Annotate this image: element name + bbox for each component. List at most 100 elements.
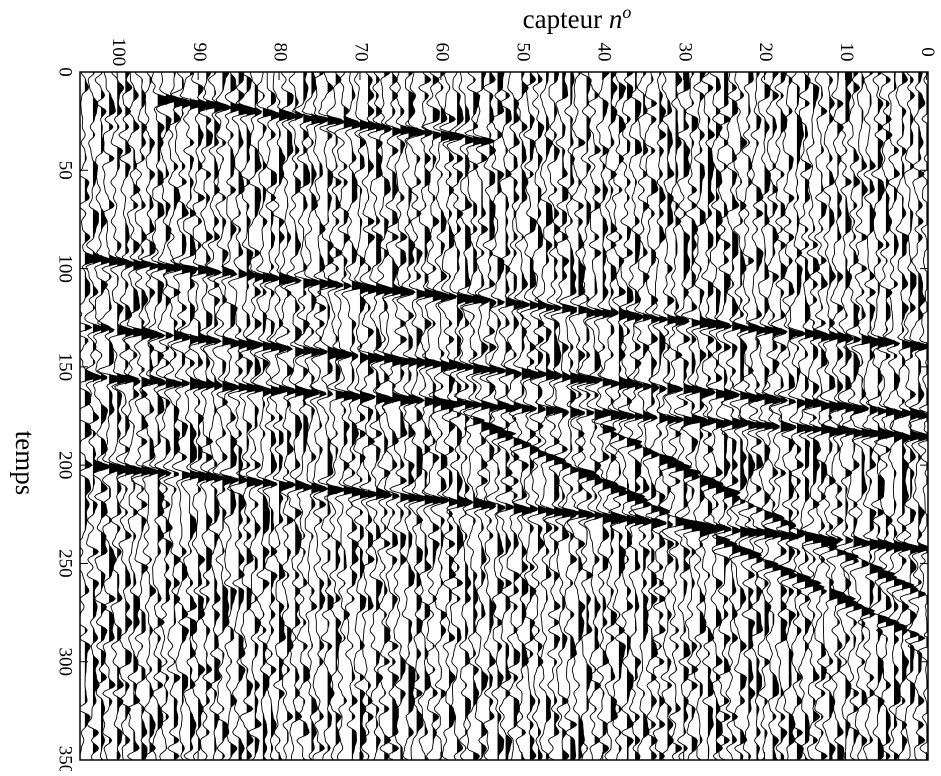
trace	[720, 72, 751, 760]
trace	[275, 72, 298, 760]
trace-fill	[780, 72, 796, 760]
trace	[576, 72, 603, 760]
trace-fill	[440, 72, 464, 760]
trace-fill	[537, 72, 548, 760]
trace-fill	[343, 72, 360, 760]
trace	[96, 72, 126, 760]
trace	[324, 72, 353, 760]
trace-fill	[359, 72, 376, 760]
trace-fill	[157, 72, 174, 760]
trace	[534, 72, 561, 760]
trace	[738, 72, 763, 760]
trace	[543, 72, 571, 760]
trace-fill	[109, 72, 125, 760]
trace	[583, 72, 610, 760]
trace	[163, 72, 192, 760]
trace	[797, 72, 823, 760]
trace	[179, 72, 208, 760]
trace	[123, 72, 150, 760]
x-tick-label: 10	[836, 43, 857, 62]
trace-fill	[885, 72, 899, 760]
trace-fill	[635, 72, 651, 760]
plot-frame	[79, 71, 929, 761]
trace	[381, 72, 409, 760]
trace-fill	[408, 72, 424, 760]
x-tick-label: 90	[189, 43, 210, 62]
y-tick-label: 50	[55, 161, 76, 180]
trace-fill	[214, 72, 229, 760]
trace	[889, 72, 916, 760]
y-tick-label: 100	[55, 254, 76, 283]
trace	[899, 72, 928, 760]
trace-fill	[465, 72, 480, 760]
trace	[550, 72, 581, 760]
trace	[857, 72, 888, 760]
trace	[252, 72, 279, 760]
trace	[80, 72, 103, 759]
trace-fill	[837, 72, 856, 760]
trace-fill	[813, 72, 834, 760]
trace	[139, 72, 166, 760]
trace-fill	[772, 72, 785, 760]
trace	[428, 72, 465, 760]
trace-fill	[400, 72, 417, 760]
trace-fill	[707, 72, 725, 760]
trace-fill	[748, 72, 762, 760]
trace	[454, 72, 481, 760]
trace-fill	[141, 72, 160, 760]
trace	[477, 72, 506, 760]
trace-fill	[853, 72, 868, 760]
trace-fill	[287, 72, 298, 760]
trace	[316, 72, 347, 760]
trace	[503, 72, 530, 760]
x-tick-label: 100	[108, 38, 129, 67]
trace-fill	[732, 72, 750, 760]
y-tick-label: 300	[55, 647, 76, 676]
axes: 0 10 20 30 40 50 60 70 80 90 100 0 50 100 150 200 250 300…	[55, 38, 938, 775]
trace-fill	[643, 72, 654, 760]
trace-fill	[861, 72, 878, 760]
trace-fill	[546, 72, 560, 760]
trace	[92, 72, 113, 760]
trace-fill	[246, 72, 264, 760]
trace	[84, 72, 107, 760]
trace-fill	[740, 72, 755, 760]
trace	[389, 72, 418, 760]
trace	[460, 72, 492, 760]
trace	[566, 72, 597, 760]
trace	[628, 72, 654, 760]
y-tick-label: 350	[55, 746, 76, 771]
trace-fill	[432, 72, 449, 760]
trace	[309, 72, 332, 760]
trace-fill	[877, 72, 895, 760]
trace-fill	[845, 72, 859, 760]
trace-fill	[902, 72, 915, 760]
x-tick-label: 80	[270, 43, 291, 62]
trace	[599, 72, 630, 760]
trace	[648, 72, 678, 760]
trace-fill	[651, 72, 665, 760]
trace-fill	[724, 72, 740, 760]
trace-fill	[238, 72, 256, 760]
trace	[415, 72, 441, 760]
trace-fill	[295, 72, 309, 760]
trace	[219, 72, 243, 760]
trace	[202, 72, 230, 760]
traces	[80, 72, 928, 760]
trace	[420, 72, 449, 760]
trace	[235, 72, 265, 760]
trace	[291, 72, 321, 760]
trace	[226, 72, 257, 760]
x-axis-label: capteur no	[523, 2, 632, 34]
trace-fill	[788, 72, 800, 760]
trace	[269, 72, 297, 760]
trace-fill	[570, 72, 588, 760]
x-tick-label: 30	[674, 43, 695, 62]
trace	[809, 72, 841, 760]
trace-fill	[279, 72, 296, 760]
trace	[824, 72, 857, 760]
trace	[873, 72, 900, 760]
y-axis-label: temps	[10, 431, 40, 496]
trace	[865, 72, 896, 760]
